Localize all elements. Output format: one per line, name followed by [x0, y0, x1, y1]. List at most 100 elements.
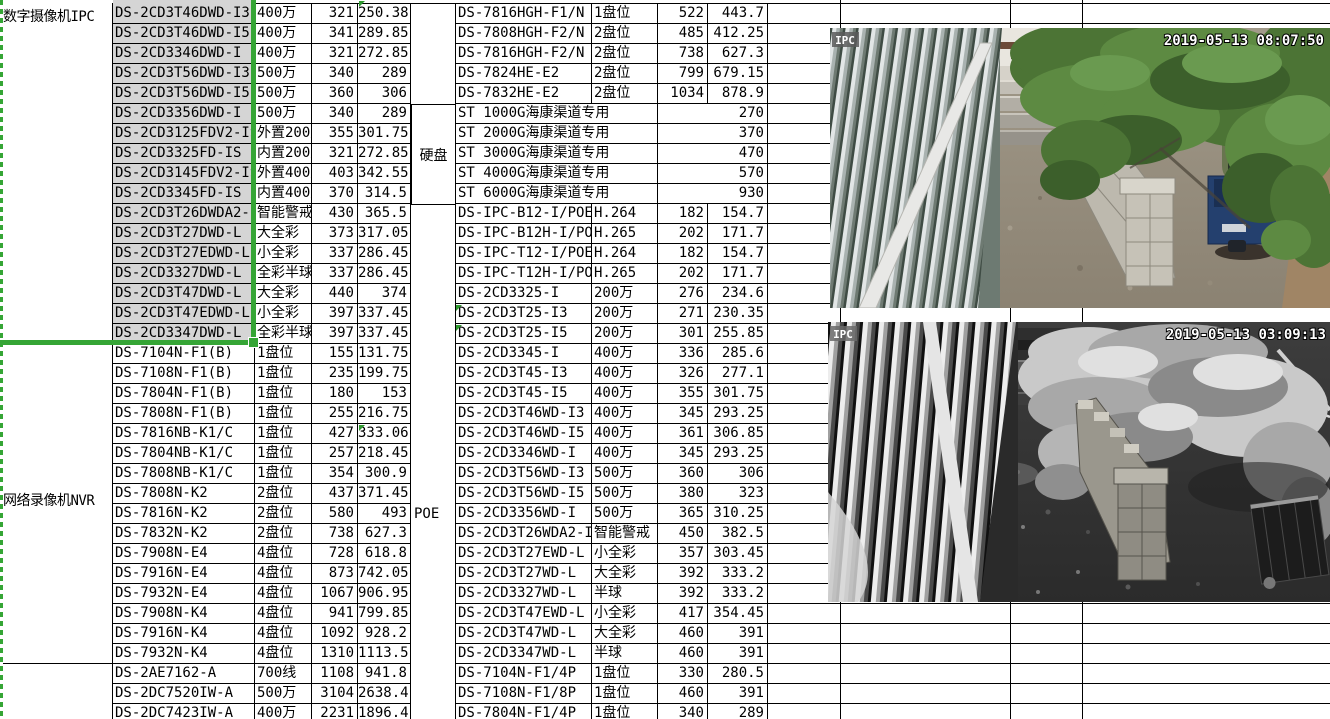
cell-price1[interactable]: 941 — [312, 604, 358, 624]
cell-model[interactable]: DS-2CD3T56DWD-I5 — [112, 84, 255, 104]
cell-price2[interactable]: 374 — [358, 284, 411, 304]
cell-model[interactable]: DS-2CD3327DWD-L — [112, 264, 255, 284]
cell-price2[interactable]: 365.5 — [358, 204, 411, 224]
cell-spec[interactable]: 1盘位 — [255, 404, 312, 424]
cell-spec[interactable]: 4盘位 — [255, 604, 312, 624]
cell-price2[interactable]: 570 — [658, 164, 768, 184]
cell-model[interactable]: DS-2CD3T47DWD-L — [112, 284, 255, 304]
cell-model[interactable]: ST 3000G海康渠道专用 — [455, 144, 658, 164]
cell-model[interactable]: DS-2CD3327WD-L — [455, 584, 592, 604]
cell-model[interactable]: DS-2CD3T56DWD-I3 — [112, 64, 255, 84]
cell-spec[interactable]: 500万 — [255, 84, 312, 104]
cell-price1[interactable]: 522 — [658, 4, 708, 24]
cell-model[interactable]: DS-2CD3347WD-L — [455, 644, 592, 664]
cell-price2[interactable]: 443.7 — [708, 4, 768, 24]
cell-price1[interactable]: 271 — [658, 304, 708, 324]
cell-model[interactable]: DS-7808NB-K1/C — [112, 464, 255, 484]
cell-spec[interactable]: 2盘位 — [255, 504, 312, 524]
cell-spec[interactable]: 500万 — [592, 504, 658, 524]
cell-spec[interactable]: 400万 — [592, 344, 658, 364]
cell-spec[interactable]: 200万 — [592, 324, 658, 344]
cell-model[interactable]: DS-2CD3T27DWD-L — [112, 224, 255, 244]
cell-price2[interactable]: 230.35 — [708, 304, 768, 324]
cell-spec[interactable]: 1盘位 — [255, 464, 312, 484]
cell-price2[interactable]: 303.45 — [708, 544, 768, 564]
cell-spec[interactable]: 400万 — [592, 444, 658, 464]
cell-spec[interactable]: 1盘位 — [255, 444, 312, 464]
cell-spec[interactable]: 500万 — [255, 684, 312, 704]
cell-model[interactable]: DS-7104N-F1/4P — [455, 664, 592, 684]
cell-spec[interactable]: 半球 — [592, 644, 658, 664]
cell-spec[interactable]: 500万 — [255, 104, 312, 124]
cell-model[interactable]: DS-2CD3325-I — [455, 284, 592, 304]
cell-price2[interactable]: 289.85 — [358, 24, 411, 44]
cell-model[interactable]: DS-7108N-F1(B) — [112, 364, 255, 384]
cell-price1[interactable]: 728 — [312, 544, 358, 564]
cell-price1[interactable]: 326 — [658, 364, 708, 384]
cell-price2[interactable]: 306.85 — [708, 424, 768, 444]
cell-model[interactable]: DS-IPC-B12-I/POE — [455, 204, 592, 224]
cell-spec[interactable]: 500万 — [592, 464, 658, 484]
cell-price1[interactable]: 1067 — [312, 584, 358, 604]
cell-price1[interactable]: 460 — [658, 644, 708, 664]
cell-price1[interactable]: 392 — [658, 584, 708, 604]
cell-price1[interactable]: 370 — [312, 184, 358, 204]
cell-spec[interactable]: 4盘位 — [255, 564, 312, 584]
cell-spec[interactable]: 大全彩 — [592, 624, 658, 644]
cell-model[interactable]: DS-2CD3T47EWD-L — [455, 604, 592, 624]
cell-price1[interactable]: 355 — [312, 124, 358, 144]
cell-model[interactable]: DS-2CD3T27WD-L — [455, 564, 592, 584]
cell-spec[interactable]: 2盘位 — [592, 64, 658, 84]
cell-model[interactable]: DS-2CD3T56WD-I5 — [455, 484, 592, 504]
cell-price1[interactable]: 355 — [658, 384, 708, 404]
cell-price2[interactable]: 354.45 — [708, 604, 768, 624]
cell-price2[interactable]: 930 — [658, 184, 768, 204]
cell-model[interactable]: ST 1000G海康渠道专用 — [455, 104, 658, 124]
cell-price2[interactable]: 333.06 — [358, 424, 411, 444]
cell-model[interactable]: DS-2CD3346WD-I — [455, 444, 592, 464]
cell-price2[interactable]: 250.38 — [358, 4, 411, 24]
cell-spec[interactable]: 1盘位 — [592, 684, 658, 704]
cell-price1[interactable]: 255 — [312, 404, 358, 424]
cell-model[interactable]: DS-7104N-F1(B) — [112, 344, 255, 364]
cell-spec[interactable]: 400万 — [592, 404, 658, 424]
cell-price2[interactable]: 412.25 — [708, 24, 768, 44]
cell-model[interactable]: DS-2CD3T47WD-L — [455, 624, 592, 644]
cell-model[interactable]: DS-7816HGH-F2/N — [455, 44, 592, 64]
cell-model[interactable]: DS-2CD3T26DWDA2-I — [112, 204, 255, 224]
cell-spec[interactable]: 全彩半球 — [255, 264, 312, 284]
cell-price1[interactable]: 427 — [312, 424, 358, 444]
merged-cell-category-ipc[interactable]: 数字摄像机IPC — [3, 9, 95, 25]
cell-price2[interactable]: 1896.4 — [358, 704, 411, 719]
cell-spec[interactable]: 1盘位 — [255, 384, 312, 404]
cell-price1[interactable]: 337 — [312, 264, 358, 284]
cell-price1[interactable]: 360 — [312, 84, 358, 104]
cell-spec[interactable]: H.265 — [592, 264, 658, 284]
cell-price2[interactable]: 391 — [708, 644, 768, 664]
cell-model[interactable]: DS-7908N-E4 — [112, 544, 255, 564]
cell-price2[interactable]: 286.45 — [358, 244, 411, 264]
cell-model[interactable]: DS-7808HGH-F2/N — [455, 24, 592, 44]
cell-spec[interactable]: 2盘位 — [255, 524, 312, 544]
cell-model[interactable]: DS-2CD3347DWD-L — [112, 324, 255, 344]
cell-price2[interactable]: 199.75 — [358, 364, 411, 384]
cell-price1[interactable]: 182 — [658, 204, 708, 224]
cell-model[interactable]: DS-2CD3T56WD-I3 — [455, 464, 592, 484]
cell-price1[interactable]: 1310 — [312, 644, 358, 664]
cell-model[interactable]: DS-2CD3345-I — [455, 344, 592, 364]
cell-model[interactable]: ST 2000G海康渠道专用 — [455, 124, 658, 144]
cell-price2[interactable]: 391 — [708, 684, 768, 704]
cell-price2[interactable]: 171.7 — [708, 264, 768, 284]
cell-price2[interactable]: 317.05 — [358, 224, 411, 244]
cell-model[interactable]: DS-7108N-F1/8P — [455, 684, 592, 704]
camera-feed-day[interactable]: IPC 2019-05-13 08:07:50 — [830, 28, 1330, 308]
cell-price1[interactable]: 440 — [312, 284, 358, 304]
cell-model[interactable]: DS-2CD3356DWD-I — [112, 104, 255, 124]
cell-price2[interactable]: 277.1 — [708, 364, 768, 384]
cell-price1[interactable]: 799 — [658, 64, 708, 84]
cell-spec[interactable]: 400万 — [255, 24, 312, 44]
cell-price1[interactable]: 235 — [312, 364, 358, 384]
cell-price2[interactable]: 234.6 — [708, 284, 768, 304]
cell-price1[interactable]: 580 — [312, 504, 358, 524]
cell-price1[interactable]: 3104 — [312, 684, 358, 704]
